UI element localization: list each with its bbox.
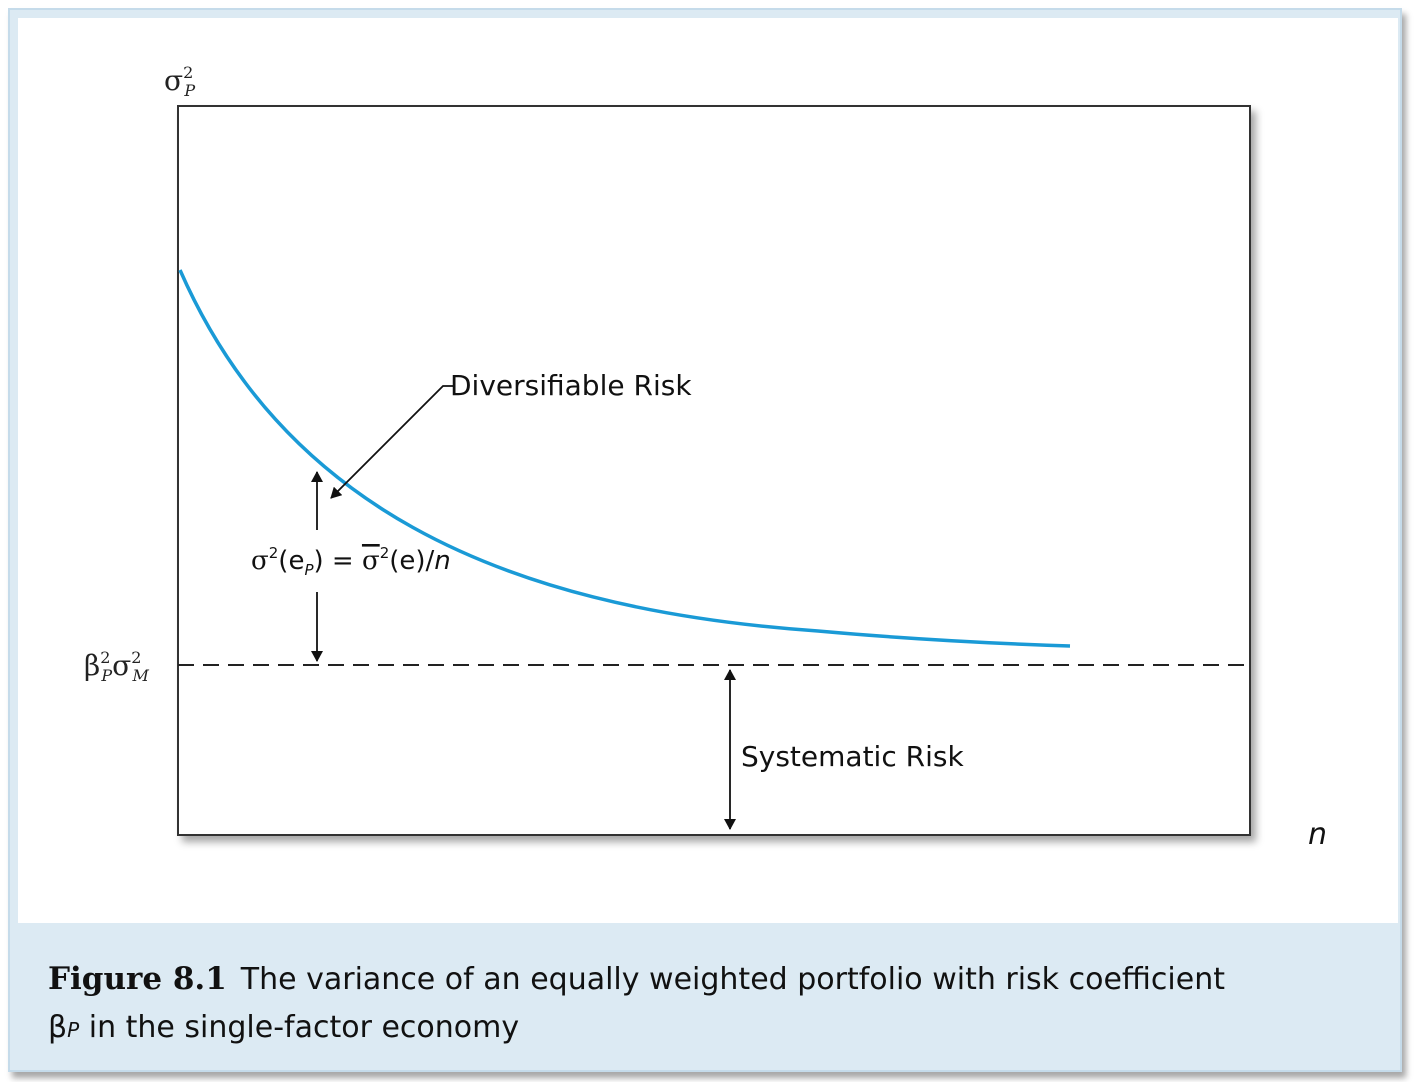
caption-text-line1: The variance of an equally weighted port… <box>240 962 1225 997</box>
caption-beta-symbol: β <box>48 1010 68 1045</box>
caption-beta-subscript: P <box>67 1018 80 1042</box>
y-axis-label: σ2 P <box>164 63 195 100</box>
figure-caption: Figure 8.1 The variance of an equally wei… <box>48 955 1368 1054</box>
systematic-level-label: β2 Pσ2 M <box>84 648 149 685</box>
portfolio-variance-curve <box>178 269 1071 648</box>
diagram-canvas: σ2 P n β2 Pσ2 M Diversifiable Risk σ2(eP) =… <box>84 63 1327 852</box>
figure-number: Figure 8.1 <box>48 961 227 997</box>
x-axis-label: n <box>1308 817 1327 852</box>
caption-text-line2: in the single-factor economy <box>79 1010 520 1045</box>
diversifiable-risk-pointer <box>330 385 454 499</box>
residual-variance-formula: σ2(eP) = σ2(e)/n <box>251 544 451 579</box>
diagram-panel: σ2 P n β2 Pσ2 M Diversifiable Risk σ2(eP) =… <box>18 18 1398 923</box>
plot-area <box>177 105 1251 836</box>
systematic-risk-label: Systematic Risk <box>741 740 964 773</box>
diversifiable-risk-label: Diversifiable Risk <box>450 369 692 402</box>
